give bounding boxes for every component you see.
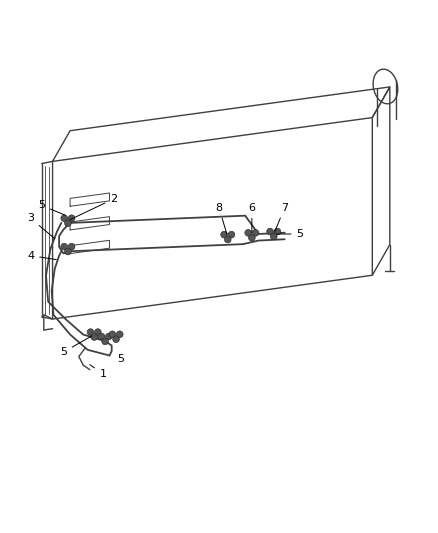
Text: 5: 5 bbox=[276, 229, 304, 239]
Text: 5: 5 bbox=[38, 200, 65, 215]
Circle shape bbox=[267, 228, 273, 235]
Circle shape bbox=[228, 231, 235, 238]
Circle shape bbox=[64, 220, 71, 227]
Text: 2: 2 bbox=[71, 194, 117, 220]
Circle shape bbox=[64, 248, 71, 255]
Circle shape bbox=[117, 331, 123, 338]
Text: 5: 5 bbox=[60, 336, 92, 357]
Circle shape bbox=[245, 230, 251, 236]
Circle shape bbox=[98, 333, 105, 340]
Circle shape bbox=[95, 329, 101, 335]
Circle shape bbox=[113, 336, 120, 343]
Circle shape bbox=[102, 338, 109, 345]
Text: 4: 4 bbox=[27, 251, 57, 261]
Text: 8: 8 bbox=[215, 203, 227, 235]
Circle shape bbox=[252, 230, 259, 236]
Circle shape bbox=[87, 329, 94, 335]
Circle shape bbox=[61, 215, 67, 222]
Circle shape bbox=[224, 236, 231, 243]
Circle shape bbox=[248, 235, 255, 241]
Circle shape bbox=[68, 243, 75, 250]
Text: 1: 1 bbox=[90, 365, 106, 379]
Circle shape bbox=[68, 215, 75, 222]
Circle shape bbox=[61, 243, 67, 250]
Circle shape bbox=[109, 331, 116, 338]
Text: 3: 3 bbox=[27, 214, 55, 239]
Circle shape bbox=[270, 233, 277, 240]
Text: 7: 7 bbox=[275, 203, 288, 231]
Circle shape bbox=[106, 333, 112, 340]
Text: 5: 5 bbox=[117, 354, 124, 364]
Text: 6: 6 bbox=[248, 203, 255, 232]
Circle shape bbox=[221, 231, 227, 238]
Circle shape bbox=[91, 334, 98, 341]
Circle shape bbox=[274, 228, 281, 235]
